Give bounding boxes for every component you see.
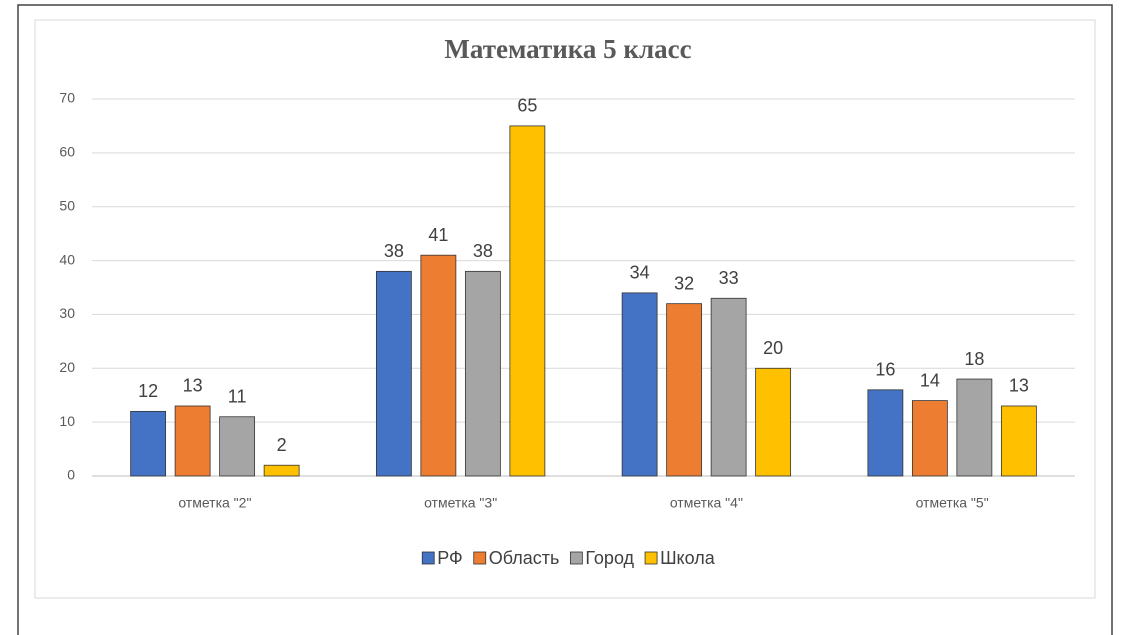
bar (755, 367, 792, 477)
value-label: 12 (138, 381, 158, 401)
legend-swatch (644, 551, 658, 565)
legend-label: РФ (437, 548, 463, 568)
y-tick-label: 40 (59, 251, 75, 267)
y-tick-label: 10 (59, 413, 75, 429)
value-label: 16 (875, 360, 895, 380)
value-label: 2 (277, 435, 287, 455)
value-label: 20 (763, 338, 783, 358)
value-label: 14 (920, 370, 940, 390)
value-label: 34 (630, 263, 650, 283)
y-tick-label: 30 (59, 305, 75, 321)
value-label: 33 (719, 268, 739, 288)
value-label: 32 (674, 273, 694, 293)
legend-swatch (421, 551, 435, 565)
bar (1000, 405, 1037, 477)
x-tick-label: отметка "5" (916, 495, 989, 511)
chart-title: Математика 5 класс (444, 34, 691, 64)
bar (509, 125, 546, 477)
bar (174, 405, 211, 477)
x-tick-label: отметка "2" (178, 495, 251, 511)
bar (666, 303, 703, 477)
y-tick-label: 20 (59, 359, 75, 375)
legend-swatch (473, 551, 487, 565)
bar (375, 270, 412, 477)
x-tick-label: отметка "4" (670, 495, 743, 511)
bar (911, 400, 948, 477)
value-label: 13 (183, 376, 203, 396)
bar (621, 292, 658, 477)
value-label: 38 (473, 241, 493, 261)
bar (263, 464, 300, 477)
bar (956, 378, 993, 477)
value-label: 38 (384, 241, 404, 261)
x-tick-label: отметка "3" (424, 495, 497, 511)
legend-label: Школа (660, 548, 716, 568)
legend-label: Область (489, 548, 560, 568)
legend-swatch (569, 551, 583, 565)
y-tick-label: 60 (59, 144, 75, 160)
bar (219, 416, 256, 477)
value-label: 65 (517, 96, 537, 116)
y-tick-label: 70 (59, 90, 75, 106)
legend-label: Город (585, 548, 634, 568)
chart-area (34, 19, 1096, 599)
bar (420, 254, 457, 477)
bar (464, 270, 501, 477)
value-label: 11 (228, 387, 247, 407)
value-label: 13 (1009, 376, 1029, 396)
bar (710, 297, 747, 477)
bar (867, 389, 904, 477)
y-tick-label: 50 (59, 197, 75, 213)
value-label: 41 (428, 225, 448, 245)
bar (130, 410, 167, 477)
y-tick-label: 0 (67, 467, 75, 483)
value-label: 18 (964, 349, 984, 369)
